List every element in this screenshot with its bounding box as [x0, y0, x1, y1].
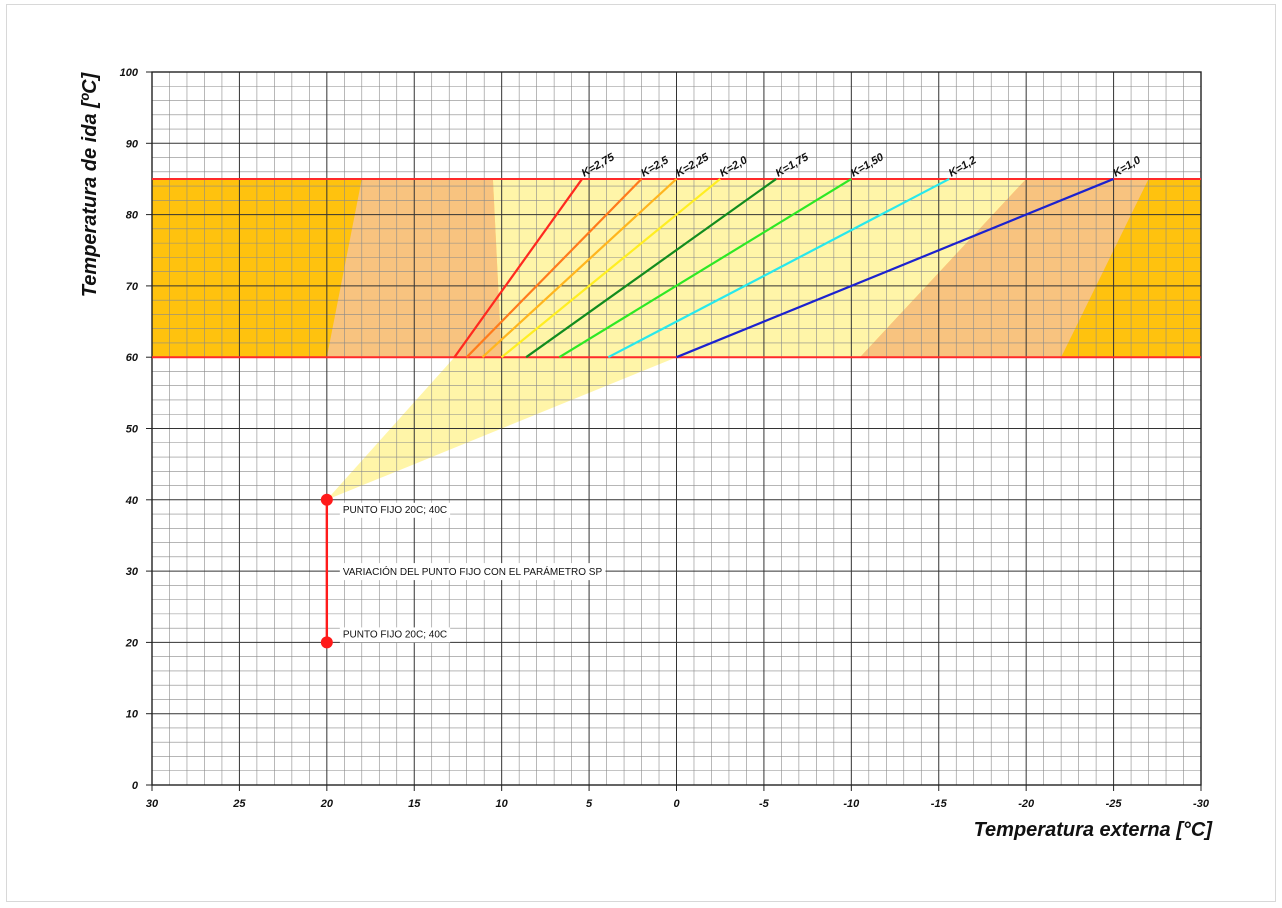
fixed-point-marker-bottom — [320, 636, 333, 649]
k-curve-line — [607, 177, 950, 359]
fixed-point-marker-top — [320, 493, 333, 506]
x-tick-label: 10 — [496, 798, 509, 810]
x-tick-label: -30 — [1193, 798, 1210, 810]
y-tick-label: 60 — [126, 352, 139, 364]
y-tick-label: 0 — [132, 780, 139, 792]
y-tick-label: 10 — [126, 709, 139, 721]
y-tick-label: 40 — [125, 495, 139, 507]
x-axis-title: Temperatura externa [°C] — [974, 819, 1214, 841]
x-tick-label: -10 — [843, 798, 860, 810]
annotation-label: PUNTO FIJO 20C; 40C — [343, 505, 447, 516]
k-curve-line — [558, 178, 852, 359]
y-axis-title: Temperatura de ida [ºC] — [79, 71, 101, 297]
k-curve-line — [453, 178, 583, 358]
k-curve-line — [676, 177, 1114, 359]
y-tick-label: 20 — [125, 637, 139, 649]
y-tick-label: 100 — [120, 67, 139, 79]
k-curve-line — [500, 178, 721, 359]
annotation-label: VARIACIÓN DEL PUNTO FIJO CON EL PARÁMETR… — [343, 565, 603, 578]
y-tick-label: 50 — [126, 424, 139, 436]
x-tick-label: 25 — [232, 798, 246, 810]
annotation-background — [339, 627, 451, 643]
y-tick-label: 70 — [126, 281, 139, 293]
band-shade-center — [492, 178, 1027, 358]
annotation-background — [339, 563, 606, 581]
y-tick-label: 80 — [126, 210, 139, 222]
x-tick-label: 15 — [408, 798, 421, 810]
x-tick-label: 0 — [673, 798, 680, 810]
x-tick-label: -5 — [759, 798, 770, 810]
annotation-label: PUNTO FIJO 20C; 40C — [343, 629, 447, 640]
y-tick-label: 30 — [126, 566, 139, 578]
x-tick-label: -25 — [1106, 798, 1123, 810]
x-tick-label: -15 — [931, 798, 948, 810]
annotation-background — [339, 502, 451, 518]
k-curve-line — [525, 178, 777, 359]
x-tick-label: 20 — [320, 798, 334, 810]
k-curve-line — [481, 178, 678, 359]
y-tick-label: 90 — [126, 138, 139, 150]
band-shade-right — [860, 178, 1149, 358]
x-tick-label: 30 — [146, 798, 159, 810]
k-curve-line — [465, 178, 643, 358]
x-tick-label: -20 — [1018, 798, 1035, 810]
x-tick-label: 5 — [586, 798, 593, 810]
